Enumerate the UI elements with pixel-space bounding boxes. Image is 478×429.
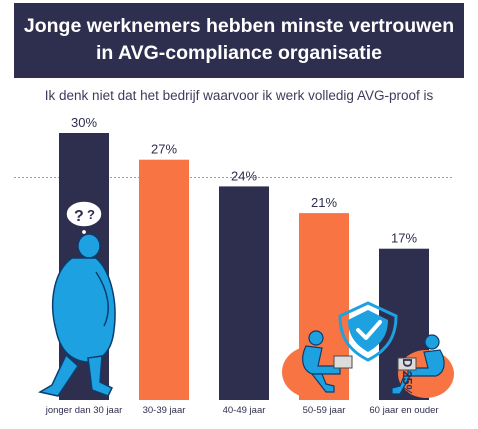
category-label-5: 60 jaar en ouder	[369, 405, 438, 416]
laptop-1	[333, 355, 353, 369]
confused-person-illustration: ? ?	[37, 200, 116, 397]
category-label-2: 30-39 jaar	[143, 405, 186, 416]
question-mark-1: ?	[74, 208, 84, 225]
person-arm	[95, 271, 109, 327]
average-label: GEMIDDELD 25%	[400, 292, 414, 396]
title-line-1: Jonge werknemers hebben minste vertrouwe…	[23, 15, 455, 37]
category-label-1: jonger dan 30 jaar	[45, 405, 123, 416]
category-label-3: 40-49 jaar	[223, 405, 266, 416]
title-line-2: in AVG-compliance organisatie	[95, 42, 383, 64]
shield-check-icon	[338, 301, 398, 362]
value-label-1: 30%	[71, 115, 97, 130]
person-leg-left	[37, 353, 79, 397]
illustrations: ? ?	[37, 200, 454, 398]
person-head	[77, 233, 101, 259]
question-mark-2: ?	[87, 207, 95, 222]
title-banner: Jonge werknemers hebben minste vertrouwe…	[14, 3, 464, 78]
laptop-user-illustration-2	[391, 334, 454, 398]
value-label-5: 17%	[391, 231, 417, 246]
bar-3	[219, 186, 269, 400]
thought-bubble-dot	[80, 228, 88, 236]
value-label-4: 21%	[311, 195, 337, 210]
chart-subtitle: Ik denk niet dat het bedrijf waarvoor ik…	[44, 88, 434, 103]
person-body	[51, 257, 116, 363]
value-label-3: 24%	[231, 168, 257, 183]
laptop-user-illustration-1	[282, 330, 353, 398]
value-label-2: 27%	[151, 142, 177, 157]
thought-bubble	[65, 200, 103, 228]
bar-2	[139, 159, 189, 400]
category-label-4: 50-59 jaar	[303, 405, 346, 416]
laptop-2	[397, 357, 417, 371]
person-leg-right	[87, 355, 114, 397]
